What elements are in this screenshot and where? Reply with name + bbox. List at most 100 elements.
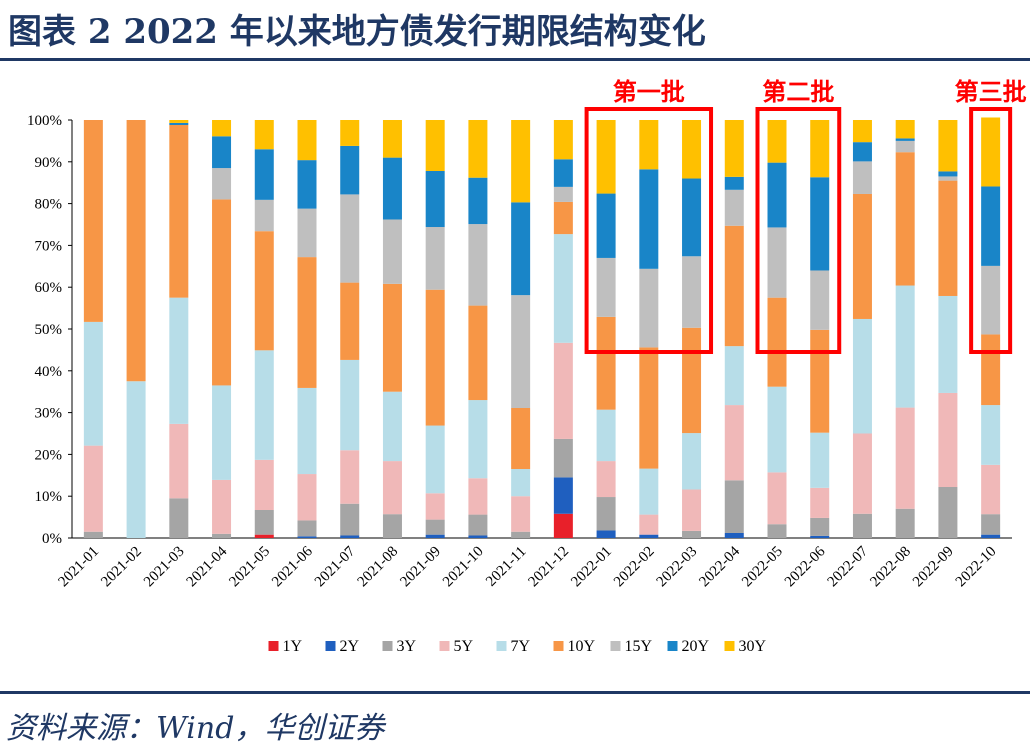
y-tick-label: 10% bbox=[35, 489, 63, 505]
bar-segment-5y bbox=[981, 464, 1001, 515]
bar-segment-20y bbox=[682, 178, 702, 257]
bar-segment-10y bbox=[810, 329, 830, 433]
bar-segment-10y bbox=[639, 347, 659, 469]
legend-swatch-20y bbox=[667, 641, 678, 651]
bar-segment-10y bbox=[852, 193, 872, 319]
bar-segment-5y bbox=[382, 461, 402, 515]
bar-segment-3y bbox=[852, 513, 872, 538]
legend-label: 10Y bbox=[568, 638, 596, 655]
bar-segment-20y bbox=[254, 149, 274, 200]
bar-segment-5y bbox=[254, 459, 274, 510]
bar-segment-7y bbox=[212, 385, 232, 480]
x-tick-label: 2022-09 bbox=[910, 544, 957, 591]
bar-segment-2y bbox=[981, 534, 1001, 538]
x-tick-label: 2021-02 bbox=[98, 544, 145, 591]
bar-segment-3y bbox=[297, 520, 317, 537]
bar-segment-20y bbox=[724, 176, 744, 190]
legend-label: 30Y bbox=[739, 638, 767, 655]
bar-segment-7y bbox=[382, 391, 402, 462]
batch-highlight-box bbox=[969, 107, 1013, 354]
bar-segment-10y bbox=[425, 289, 445, 426]
bar-segment-3y bbox=[682, 530, 702, 538]
bar-segment-3y bbox=[724, 480, 744, 533]
bar-segment-30y bbox=[425, 120, 445, 171]
bar-segment-3y bbox=[425, 519, 445, 535]
bar-segment-10y bbox=[938, 180, 958, 296]
x-tick-label: 2021-01 bbox=[56, 544, 103, 591]
bar-segment-5y bbox=[639, 514, 659, 535]
bar-segment-2y bbox=[340, 535, 360, 538]
x-tick-label: 2022-03 bbox=[654, 544, 701, 591]
chart-legend: 1Y 2Y 3Y 5Y 7Y 10Y 15Y 20Y 30Y bbox=[268, 638, 767, 655]
bar-segment-30y bbox=[297, 120, 317, 161]
bar-segment-7y bbox=[682, 433, 702, 490]
legend-swatch-3y bbox=[382, 641, 393, 651]
bar-segment-30y bbox=[169, 120, 189, 123]
bar-segment-15y bbox=[468, 224, 488, 306]
bar-segment-10y bbox=[981, 334, 1001, 406]
legend-swatch-15y bbox=[610, 641, 621, 651]
bar-segment-15y bbox=[382, 219, 402, 284]
source-rule bbox=[0, 691, 1030, 694]
legend-label: 20Y bbox=[682, 638, 710, 655]
bar-segment-30y bbox=[254, 120, 274, 150]
bar-segment-3y bbox=[254, 509, 274, 535]
bar-segment-5y bbox=[810, 487, 830, 518]
bar-segment-5y bbox=[852, 433, 872, 514]
bar-segment-15y bbox=[895, 140, 915, 153]
bar-segment-15y bbox=[724, 189, 744, 226]
bar-segment-20y bbox=[212, 136, 232, 169]
bar-segment-5y bbox=[297, 474, 317, 521]
bar-segment-20y bbox=[767, 162, 787, 228]
bar-segment-2y bbox=[810, 535, 830, 538]
x-tick-label: 2021-06 bbox=[269, 543, 316, 590]
bar-segment-15y bbox=[254, 199, 274, 232]
bar-segment-5y bbox=[425, 493, 445, 520]
bar-segment-30y bbox=[767, 120, 787, 163]
x-tick-label: 2021-09 bbox=[397, 544, 444, 591]
bar-segment-7y bbox=[553, 234, 573, 343]
bar-segment-7y bbox=[126, 381, 146, 538]
bar-segment-20y bbox=[639, 169, 659, 269]
bar-segment-15y bbox=[297, 208, 317, 258]
y-tick-label: 30% bbox=[35, 406, 63, 422]
bar-segment-30y bbox=[981, 117, 1001, 187]
bar-segment-7y bbox=[981, 405, 1001, 465]
bar-segment-20y bbox=[938, 171, 958, 177]
bar-segment-2y bbox=[724, 532, 744, 538]
bar-segment-20y bbox=[340, 145, 360, 195]
bar-segment-2y bbox=[468, 535, 488, 538]
bar-segment-7y bbox=[596, 409, 616, 462]
y-tick-label: 70% bbox=[35, 238, 63, 254]
bar-segment-1y bbox=[254, 534, 274, 538]
legend-label: 2Y bbox=[340, 638, 360, 655]
bar-segment-10y bbox=[468, 305, 488, 401]
x-tick-label: 2022-02 bbox=[611, 544, 658, 591]
bar-segment-10y bbox=[553, 201, 573, 235]
legend-swatch-5y bbox=[439, 641, 450, 651]
x-tick-label: 2021-07 bbox=[312, 543, 359, 590]
legend-swatch-1y bbox=[268, 641, 279, 651]
legend-label: 5Y bbox=[454, 638, 474, 655]
bar-segment-5y bbox=[682, 489, 702, 531]
batch-highlight-box bbox=[584, 107, 714, 354]
bar-segment-30y bbox=[938, 120, 958, 172]
bar-segment-30y bbox=[639, 120, 659, 170]
legend-swatch-2y bbox=[325, 641, 336, 651]
x-tick-label: 2022-01 bbox=[568, 544, 615, 591]
bar-segment-15y bbox=[511, 295, 531, 409]
bar-segment-3y bbox=[511, 531, 531, 538]
bar-segment-5y bbox=[724, 405, 744, 481]
bar-segment-3y bbox=[767, 524, 787, 538]
batch-label: 第一批 bbox=[613, 78, 685, 106]
x-tick-label: 2022-10 bbox=[953, 544, 1000, 591]
bar-segment-10y bbox=[254, 231, 274, 351]
legend-swatch-7y bbox=[496, 641, 507, 651]
bar-segment-7y bbox=[938, 295, 958, 393]
bar-segment-5y bbox=[169, 423, 189, 499]
legend-label: 1Y bbox=[283, 638, 303, 655]
x-tick-label: 2021-10 bbox=[440, 544, 487, 591]
x-tick-label: 2022-05 bbox=[739, 544, 786, 591]
bar-segment-7y bbox=[852, 318, 872, 434]
legend-label: 7Y bbox=[511, 638, 531, 655]
